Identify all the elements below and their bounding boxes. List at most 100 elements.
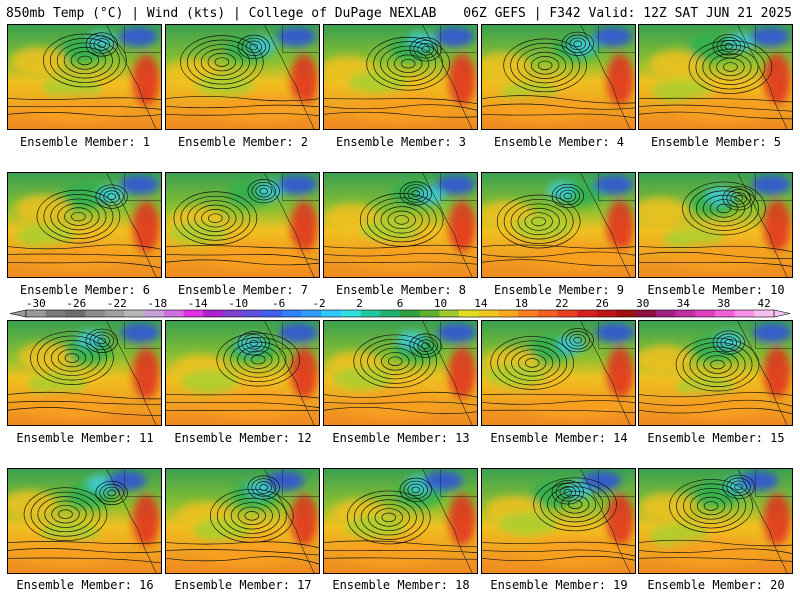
colorbar-segment xyxy=(459,310,480,317)
ensemble-map-panel xyxy=(165,172,320,278)
colorbar-tick-label: -22 xyxy=(107,298,127,310)
colorbar-segment xyxy=(616,310,637,317)
colorbar-segment xyxy=(301,310,322,317)
colorbar-tick-label: -2 xyxy=(312,298,325,310)
colorbar-segment xyxy=(321,310,342,317)
ensemble-map-panel xyxy=(638,24,793,130)
ensemble-member-label: Ensemble Member: 19 xyxy=(490,578,628,592)
temperature-colorbar: -30 -26 -22 -18 -14 -10 -6 -2 2 6 10 14 18 22 26 30 34 38… xyxy=(8,298,792,320)
colorbar-tick-label: 30 xyxy=(636,298,649,310)
ensemble-member-label: Ensemble Member: 11 xyxy=(16,431,154,445)
ensemble-member-label: Ensemble Member: 20 xyxy=(647,578,785,592)
colorbar-segment xyxy=(675,310,696,317)
ensemble-map-panel xyxy=(638,320,793,426)
colorbar-tick-label: 38 xyxy=(717,298,730,310)
ensemble-member-label: Ensemble Member: 4 xyxy=(493,135,625,149)
colorbar-tick-label: -14 xyxy=(188,298,208,310)
colorbar-segment xyxy=(242,310,263,317)
run-valid-time: 06Z GEFS | F342 Valid: 12Z SAT JUN 21 20… xyxy=(463,6,792,21)
ensemble-member-label: Ensemble Member: 15 xyxy=(647,431,785,445)
colorbar-segment xyxy=(419,310,440,317)
colorbar-segment xyxy=(124,310,145,317)
colorbar-tick-label: -10 xyxy=(228,298,248,310)
colorbar-segment xyxy=(439,310,460,317)
colorbar-tick-label: 10 xyxy=(434,298,447,310)
ensemble-map-panel xyxy=(481,468,636,574)
colorbar-segment xyxy=(734,310,755,317)
ensemble-member-label: Ensemble Member: 16 xyxy=(16,578,154,592)
colorbar-segment xyxy=(596,310,617,317)
colorbar-segment xyxy=(655,310,676,317)
colorbar-segment xyxy=(754,310,775,317)
ensemble-map-panel xyxy=(481,24,636,130)
colorbar-segment xyxy=(557,310,578,317)
colorbar-segment xyxy=(537,310,558,317)
ensemble-map-panel xyxy=(323,468,478,574)
colorbar-tick-label: -18 xyxy=(147,298,167,310)
ensemble-map-panel xyxy=(323,172,478,278)
colorbar-min-arrow xyxy=(9,309,27,318)
colorbar-segment xyxy=(65,310,86,317)
ensemble-map-panel xyxy=(7,24,162,130)
map-title: 850mb Temp (°C) | Wind (kts) | College o… xyxy=(6,6,437,21)
ensemble-map-panel xyxy=(481,172,636,278)
colorbar-segment xyxy=(262,310,283,317)
colorbar-segment xyxy=(85,310,106,317)
colorbar-segment xyxy=(478,310,499,317)
colorbar-tick-label: 14 xyxy=(474,298,488,310)
ensemble-map-panel xyxy=(638,172,793,278)
ensemble-member-label: Ensemble Member: 17 xyxy=(174,578,312,592)
ensemble-map-panel xyxy=(7,172,162,278)
colorbar-segment xyxy=(183,310,204,317)
ensemble-map-panel xyxy=(7,320,162,426)
ensemble-map-panel xyxy=(165,24,320,130)
ensemble-member-label: Ensemble Member: 1 xyxy=(19,135,151,149)
colorbar-tick-label: -30 xyxy=(26,298,46,310)
colorbar-tick-label: -6 xyxy=(272,298,285,310)
ensemble-member-label: Ensemble Member: 10 xyxy=(647,283,785,297)
ensemble-member-label: Ensemble Member: 12 xyxy=(174,431,312,445)
colorbar-max-arrow xyxy=(773,309,791,318)
colorbar-segment xyxy=(45,310,66,317)
ensemble-member-label: Ensemble Member: 7 xyxy=(177,283,309,297)
colorbar-segment xyxy=(360,310,381,317)
colorbar-tick-label: 18 xyxy=(515,298,528,310)
colorbar-segment xyxy=(695,310,716,317)
colorbar-segment xyxy=(203,310,224,317)
ensemble-member-label: Ensemble Member: 2 xyxy=(177,135,309,149)
ensemble-map-panel xyxy=(323,320,478,426)
ensemble-member-label: Ensemble Member: 14 xyxy=(490,431,628,445)
colorbar-segment xyxy=(163,310,184,317)
ensemble-map-panel xyxy=(165,320,320,426)
colorbar-tick-label: -26 xyxy=(66,298,86,310)
ensemble-map-panel xyxy=(323,24,478,130)
ensemble-map-panel xyxy=(638,468,793,574)
colorbar-segment xyxy=(340,310,361,317)
ensemble-member-label: Ensemble Member: 3 xyxy=(335,135,467,149)
ensemble-member-label: Ensemble Member: 5 xyxy=(650,135,782,149)
colorbar-tick-label: 6 xyxy=(397,298,404,310)
ensemble-member-label: Ensemble Member: 18 xyxy=(332,578,470,592)
colorbar-tick-label: 26 xyxy=(596,298,609,310)
colorbar-segment xyxy=(380,310,401,317)
colorbar-tick-label: 22 xyxy=(555,298,568,310)
colorbar-segment xyxy=(222,310,243,317)
colorbar-segment xyxy=(518,310,539,317)
colorbar-segment xyxy=(636,310,657,317)
ensemble-member-label: Ensemble Member: 8 xyxy=(335,283,467,297)
colorbar-segment xyxy=(714,310,735,317)
colorbar-segment xyxy=(498,310,519,317)
colorbar-segment xyxy=(400,310,420,317)
ensemble-member-label: Ensemble Member: 13 xyxy=(332,431,470,445)
colorbar-tick-label: 2 xyxy=(356,298,363,310)
ensemble-map-panel xyxy=(481,320,636,426)
colorbar-segment xyxy=(577,310,598,317)
ensemble-map-panel xyxy=(165,468,320,574)
colorbar-segment xyxy=(144,310,165,317)
colorbar-segment xyxy=(281,310,302,317)
ensemble-map-panel xyxy=(7,468,162,574)
ensemble-member-label: Ensemble Member: 6 xyxy=(19,283,151,297)
colorbar-tick-label: 42 xyxy=(758,298,771,310)
colorbar-tick-label: 34 xyxy=(677,298,691,310)
colorbar-segment xyxy=(26,310,46,317)
